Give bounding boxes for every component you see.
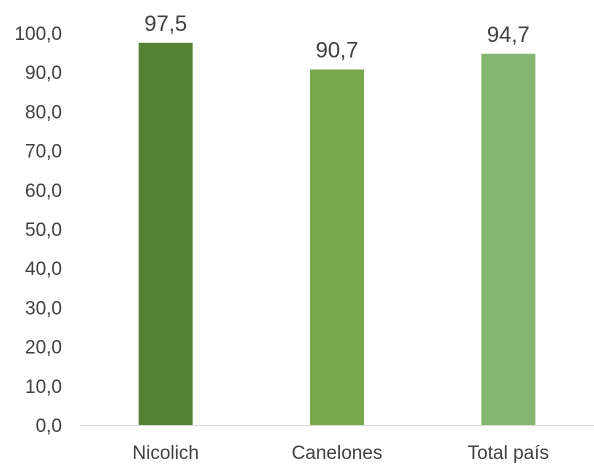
y-tick-label: 20,0 (25, 338, 62, 359)
data-label: 94,7 (487, 22, 530, 47)
y-tick-label: 60,0 (25, 181, 62, 202)
x-category-label: Canelones (292, 443, 383, 464)
y-tick-label: 40,0 (25, 259, 62, 280)
bar-canelones (310, 69, 364, 426)
bar-total-pa-s (481, 53, 536, 425)
y-tick-label: 70,0 (25, 142, 62, 163)
y-tick-label: 50,0 (25, 220, 62, 241)
y-tick-label: 90,0 (25, 63, 62, 84)
y-tick-label: 10,0 (25, 377, 62, 398)
x-category-label: Nicolich (132, 443, 199, 464)
x-category-label: Total país (468, 443, 549, 464)
y-tick-label: 100,0 (14, 24, 62, 45)
y-tick-label: 30,0 (25, 298, 62, 319)
y-tick-label: 0,0 (36, 416, 62, 437)
data-label: 90,7 (316, 37, 359, 62)
bar-nicolich (138, 42, 193, 426)
data-label: 97,5 (144, 11, 187, 36)
y-tick-label: 80,0 (25, 102, 62, 123)
